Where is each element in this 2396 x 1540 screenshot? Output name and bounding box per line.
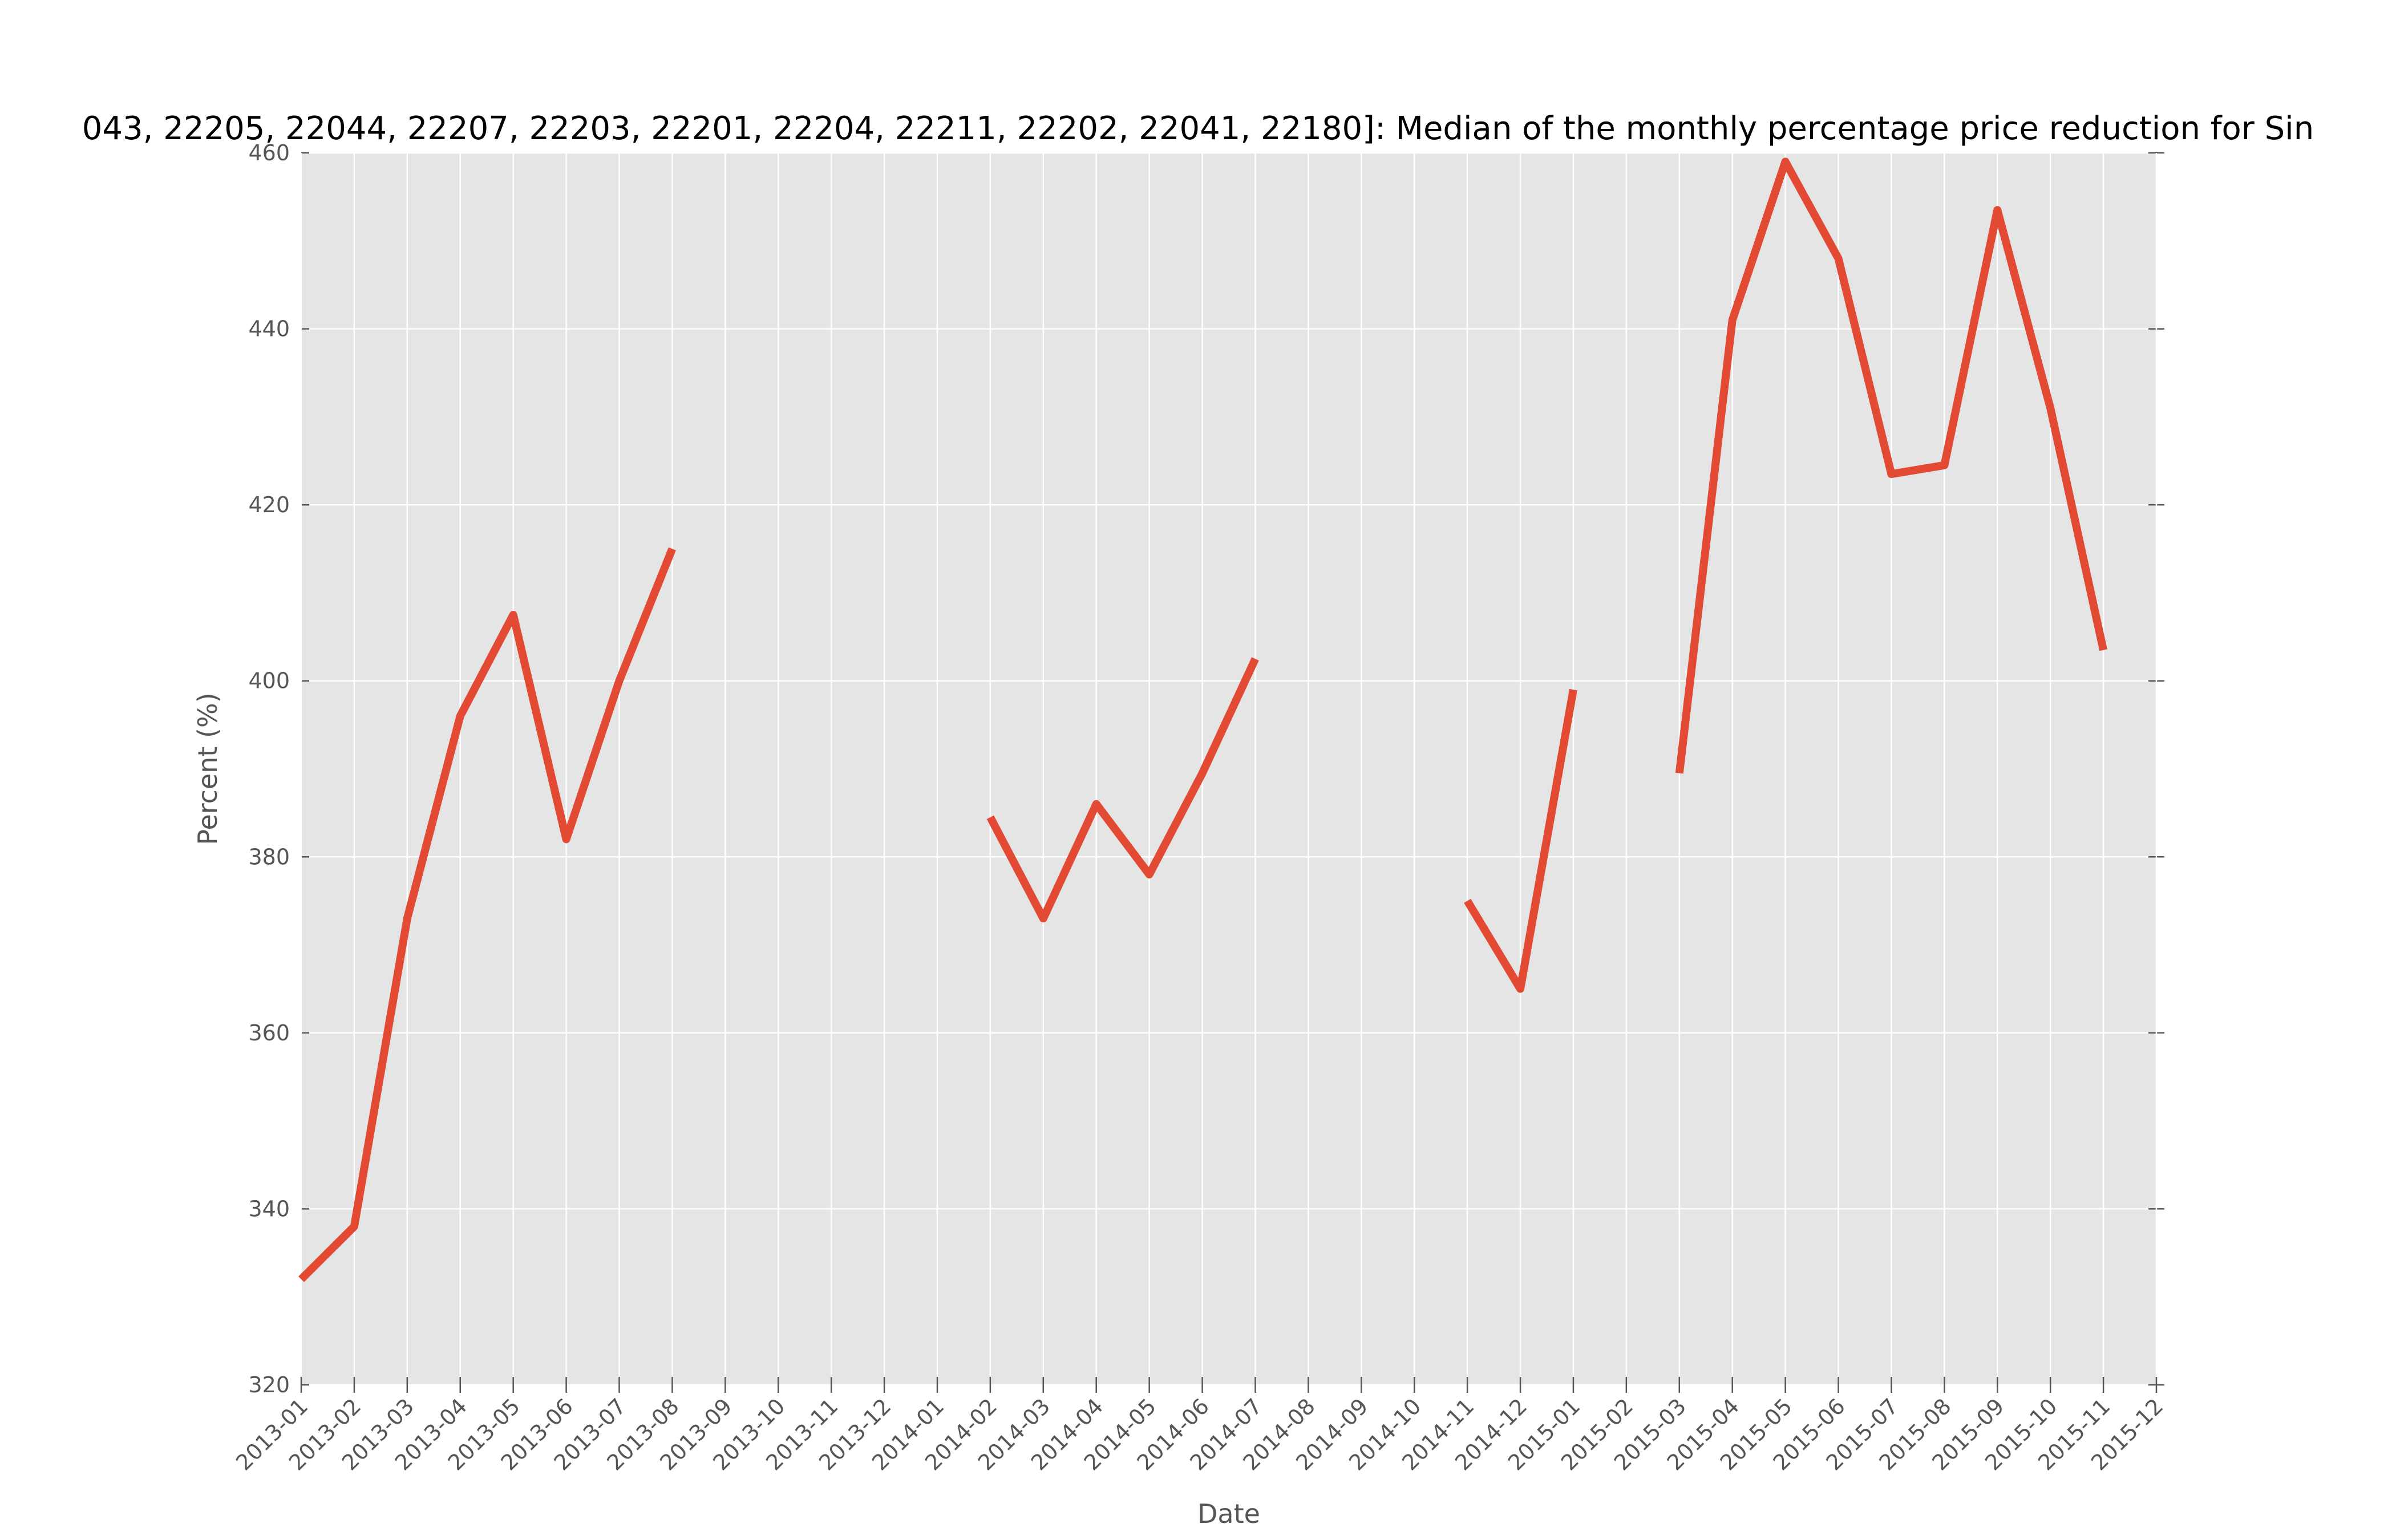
data-line xyxy=(298,157,2107,1282)
y-tick-label: 460 xyxy=(248,140,290,165)
y-tick-label: 380 xyxy=(248,844,290,869)
y-tick-label: 440 xyxy=(248,317,290,342)
x-axis-label: Date xyxy=(1197,1498,1260,1529)
chart-title: 043, 22205, 22044, 22207, 22203, 22201, … xyxy=(82,110,2314,147)
y-tick-label: 400 xyxy=(248,668,290,694)
y-tick-label: 320 xyxy=(248,1372,290,1397)
y-tick-label: 420 xyxy=(248,492,290,517)
y-tick-label: 360 xyxy=(248,1020,290,1045)
y-tick-label: 340 xyxy=(248,1196,290,1221)
y-axis-label: Percent (%) xyxy=(192,692,223,845)
plot-background xyxy=(301,153,2156,1385)
